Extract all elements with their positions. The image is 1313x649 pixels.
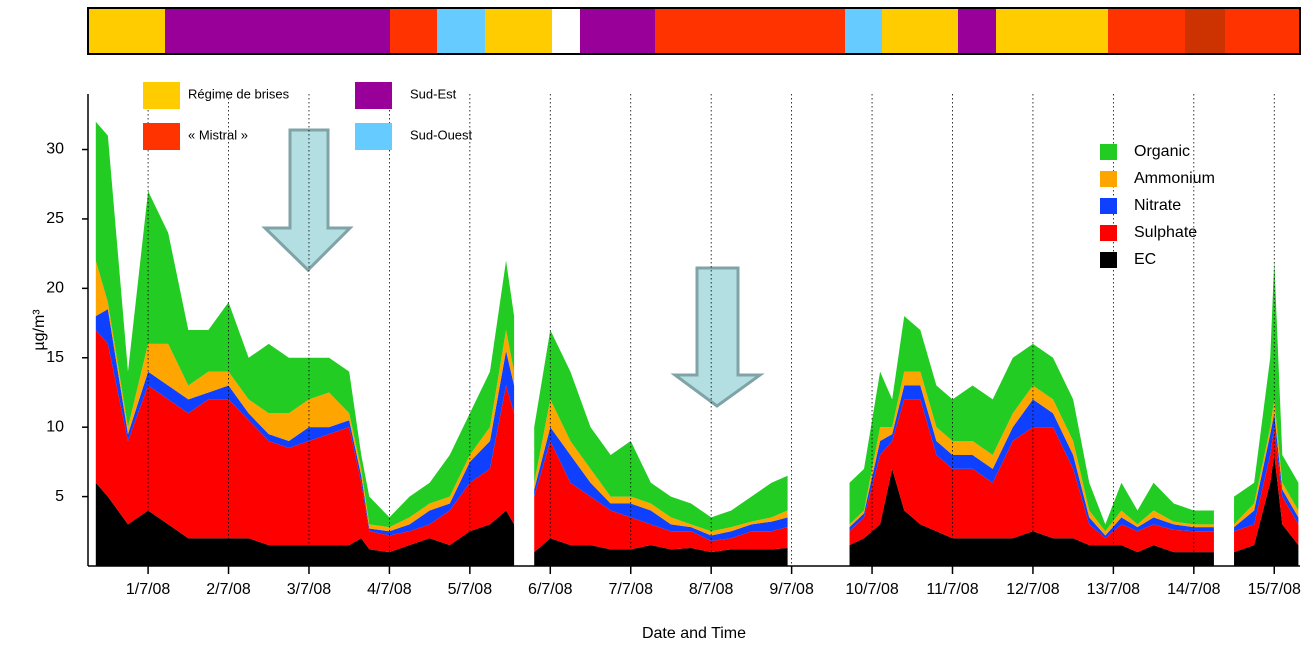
legend-label: Sulphate <box>1134 224 1197 241</box>
x-tick-label: 11/7/08 <box>926 581 978 598</box>
x-tick-label: 7/7/08 <box>608 581 653 598</box>
regime-swatch <box>143 82 180 109</box>
legend-swatch <box>1100 144 1117 160</box>
x-tick-label: 10/7/08 <box>845 581 898 598</box>
regime-swatch <box>143 123 180 150</box>
y-tick-label: 30 <box>46 141 64 158</box>
area <box>95 330 1299 553</box>
regime-label: Sud-Est <box>410 86 457 101</box>
regime-label: « Mistral » <box>188 127 248 142</box>
legend-swatch <box>1100 171 1117 187</box>
legend-swatch <box>1100 198 1117 214</box>
legend-label: Ammonium <box>1134 170 1215 187</box>
y-tick-label: 15 <box>46 349 64 366</box>
y-axis-label: µg/m³ <box>31 309 48 351</box>
legend-swatch <box>1100 225 1117 241</box>
x-tick-label: 4/7/08 <box>367 581 412 598</box>
y-tick-label: 20 <box>46 280 64 297</box>
x-tick-label: 8/7/08 <box>689 581 734 598</box>
regime-bar <box>87 7 1301 55</box>
arrows <box>261 128 765 408</box>
regime-label: Régime de brises <box>188 86 290 101</box>
x-tick-label: 15/7/08 <box>1248 581 1301 598</box>
x-tick-label: 5/7/08 <box>448 581 493 598</box>
x-tick-label: 9/7/08 <box>769 581 814 598</box>
regime-label: Sud-Ouest <box>410 127 473 142</box>
legend-label: Nitrate <box>1134 197 1181 214</box>
legend-swatch <box>1100 252 1117 268</box>
legend-label: EC <box>1134 251 1156 268</box>
x-axis-label: Date and Time <box>642 625 746 642</box>
x-tick-label: 1/7/08 <box>126 581 171 598</box>
x-tick-label: 12/7/08 <box>1006 581 1059 598</box>
y-tick-label: 25 <box>46 210 64 227</box>
x-tick-label: 2/7/08 <box>206 581 251 598</box>
x-tick-label: 3/7/08 <box>287 581 332 598</box>
x-tick-label: 14/7/08 <box>1167 581 1220 598</box>
x-tick-label: 6/7/08 <box>528 581 573 598</box>
y-tick-label: 10 <box>46 418 64 435</box>
area <box>95 309 1299 542</box>
plot-area <box>95 121 1299 566</box>
regime-swatch <box>355 123 392 150</box>
y-tick-label: 5 <box>55 488 64 505</box>
x-tick-label: 13/7/08 <box>1087 581 1140 598</box>
regime-swatch <box>355 82 392 109</box>
legend-label: Organic <box>1134 143 1190 160</box>
area <box>95 121 1299 532</box>
